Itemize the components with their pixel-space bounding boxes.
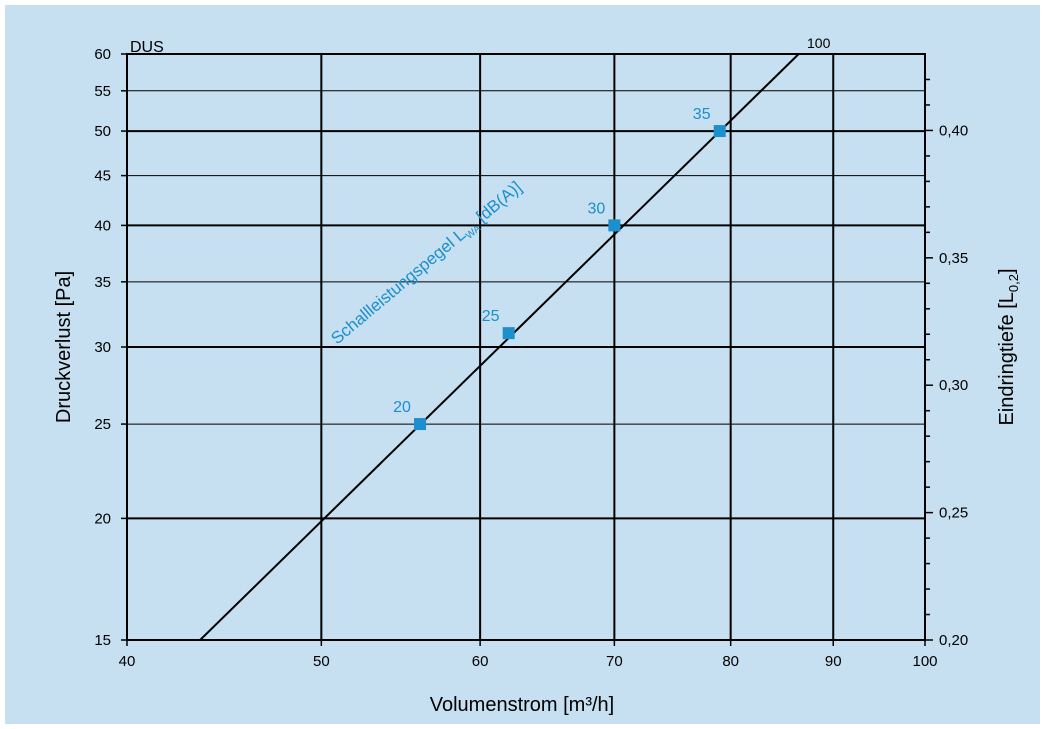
y2-axis-label-main: Eindringtiefe [L [996, 292, 1018, 425]
marker-series-label-end: [dB(A)] [469, 178, 525, 230]
y-tick-label: 45 [94, 168, 111, 185]
x-tick-label: 50 [313, 653, 330, 670]
y-axis-label: Druckverlust [Pa] [53, 271, 75, 423]
y-tick-label: 30 [94, 339, 111, 356]
x-tick-label: 70 [606, 653, 623, 670]
y-tick-label: 50 [94, 123, 111, 140]
marker-label: 35 [693, 106, 711, 123]
data-marker [608, 219, 621, 232]
y-tick-label: 15 [94, 632, 111, 649]
chart-panel: 40 50 60 70 80 90 100 15 20 25 30 35 40 45 50 55 60 0,20 0… [5, 5, 1040, 724]
series-line [199, 53, 800, 641]
volume-pressure-chart: 40 50 60 70 80 90 100 15 20 25 30 35 40 45 50 55 60 0,20 0… [53, 35, 1021, 716]
x-tick-label: 100 [912, 653, 937, 670]
series [199, 53, 800, 641]
data-marker [414, 418, 427, 431]
data-marker [713, 125, 726, 138]
chart-title: DUS [130, 39, 164, 56]
x-tick-label: 60 [472, 653, 489, 670]
y-tick-label: 25 [94, 416, 111, 433]
y2-axis-label: Eindringtiefe [L0,2] [996, 268, 1021, 425]
y-tick-label: 20 [94, 510, 111, 527]
y2-tick-label: 0,40 [939, 122, 968, 139]
x-tick-label: 80 [722, 653, 739, 670]
y2-tick-label: 0,25 [939, 505, 968, 522]
x-axis-label: Volumenstrom [m³/h] [430, 694, 615, 716]
marker-label: 30 [587, 200, 605, 217]
y2-axis-label-sub: 0,2 [1006, 274, 1021, 292]
grid [121, 53, 933, 646]
marker-series-label-main: Schallleistungspegel L [327, 225, 469, 348]
series-label: 100 [807, 35, 831, 51]
y2-tick-label: 0,35 [939, 250, 968, 267]
y-tick-label: 40 [94, 217, 111, 234]
y-tick-label: 35 [94, 274, 111, 291]
x-tick-label: 40 [119, 653, 136, 670]
data-marker [502, 327, 515, 340]
y-tick-label: 55 [94, 83, 111, 100]
tick-labels: 40 50 60 70 80 90 100 15 20 25 30 35 40 45 50 55 60 0,20 0… [94, 35, 968, 670]
y2-tick-label: 0,20 [939, 632, 968, 649]
marker-label: 20 [393, 399, 411, 416]
y2-tick-label: 0,30 [939, 377, 968, 394]
markers: 20 25 30 35 [393, 106, 726, 431]
y-tick-label: 60 [94, 46, 111, 63]
marker-label: 25 [482, 308, 500, 325]
y2-axis-label-end: ] [996, 268, 1018, 274]
x-tick-label: 90 [825, 653, 842, 670]
